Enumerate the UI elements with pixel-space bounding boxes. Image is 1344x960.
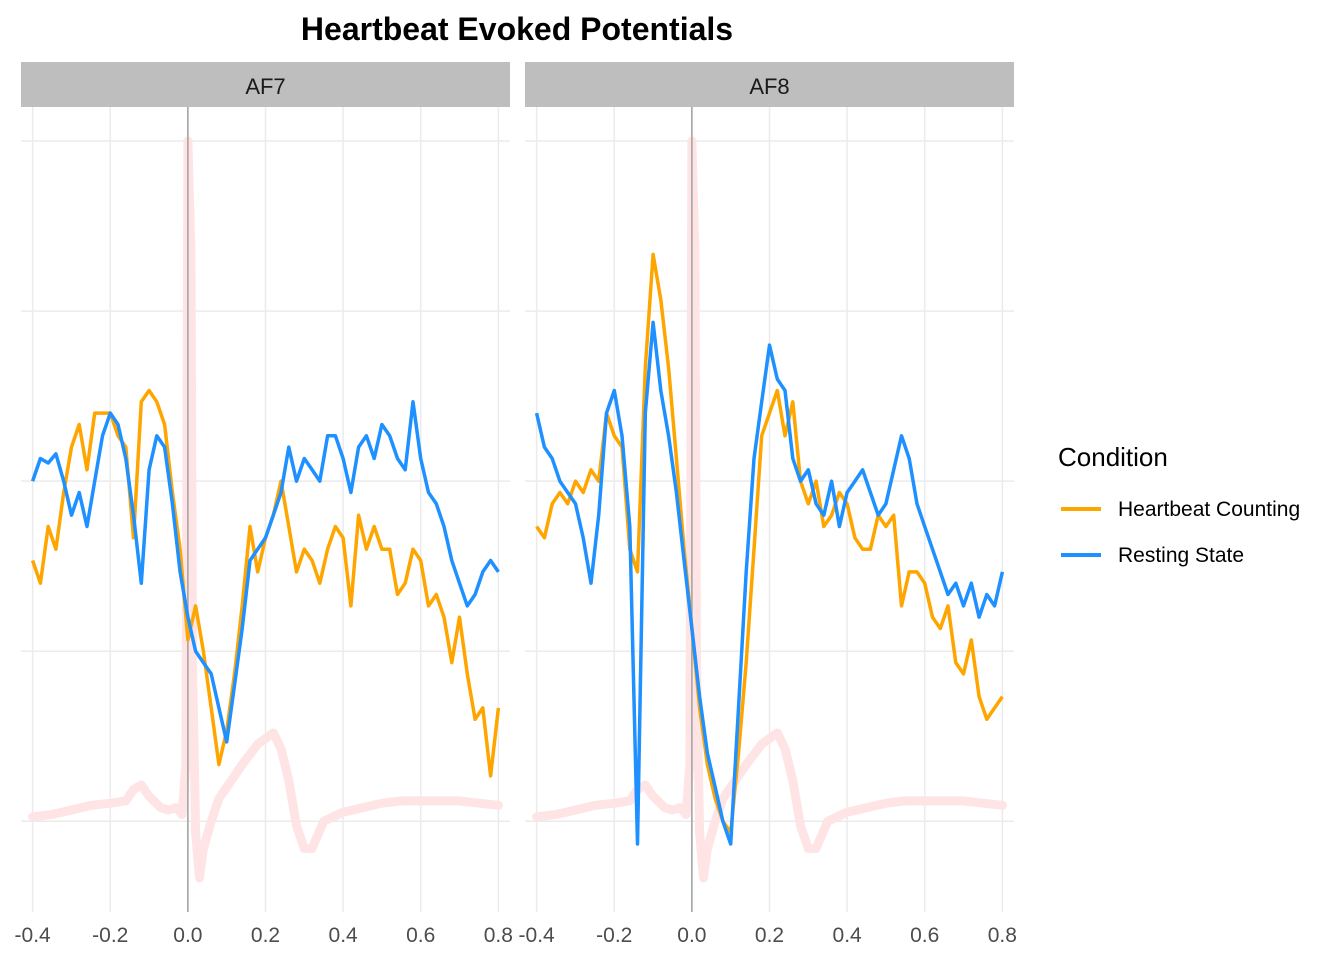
series-line-resting-state — [30, 400, 500, 744]
x-tick-label: 0.0 — [173, 924, 202, 947]
x-tick-label: 0.6 — [910, 924, 939, 947]
x-tick-label: -0.4 — [519, 924, 556, 947]
x-tick-label: -0.2 — [92, 924, 128, 947]
x-tick-label: 0.6 — [406, 924, 435, 947]
facet-strip-label: AF8 — [749, 74, 789, 99]
legend: Condition Heartbeat Counting Resting Stat… — [1058, 442, 1300, 567]
legend-entries: Heartbeat Counting Resting State — [1061, 498, 1300, 567]
x-tick-label: 0.8 — [484, 924, 513, 947]
ecg-background-trace — [28, 136, 503, 883]
series-line-resting-state — [534, 320, 1005, 846]
facet-strip — [21, 62, 510, 107]
facet-strip — [525, 62, 1014, 107]
legend-entry: Heartbeat Counting — [1061, 498, 1300, 521]
x-tick-label: 0.2 — [755, 924, 784, 947]
x-tick-label: 0.8 — [988, 924, 1017, 947]
legend-title: Condition — [1058, 442, 1168, 472]
x-tick-label: 0.2 — [251, 924, 280, 947]
x-tick-label: 0.0 — [677, 924, 706, 947]
series-line-heartbeat-counting — [535, 252, 1004, 835]
x-tick-label: 0.4 — [329, 924, 359, 947]
facet-strip-label: AF7 — [245, 74, 285, 99]
x-tick-label: -0.2 — [596, 924, 632, 947]
x-tick-label: -0.4 — [15, 924, 52, 947]
x-tick-label: 0.4 — [833, 924, 863, 947]
legend-entry: Resting State — [1061, 544, 1244, 567]
ecg-background-trace — [532, 136, 1007, 883]
facet-af8: AF8 -0.4 -0.2 0.0 0.2 0.4 0.6 0.8 — [519, 62, 1017, 947]
legend-label: Heartbeat Counting — [1118, 498, 1300, 521]
facet-af7: AF7 -0.4 -0.2 0.0 0.2 0.4 0.6 0.8 — [15, 62, 513, 947]
chart-title: Heartbeat Evoked Potentials — [301, 11, 733, 47]
facet-panels: AF7 -0.4 -0.2 0.0 0.2 0.4 0.6 0.8 AF8 -0.4 -0.2 0.0… — [15, 62, 1017, 947]
legend-label: Resting State — [1118, 544, 1244, 567]
